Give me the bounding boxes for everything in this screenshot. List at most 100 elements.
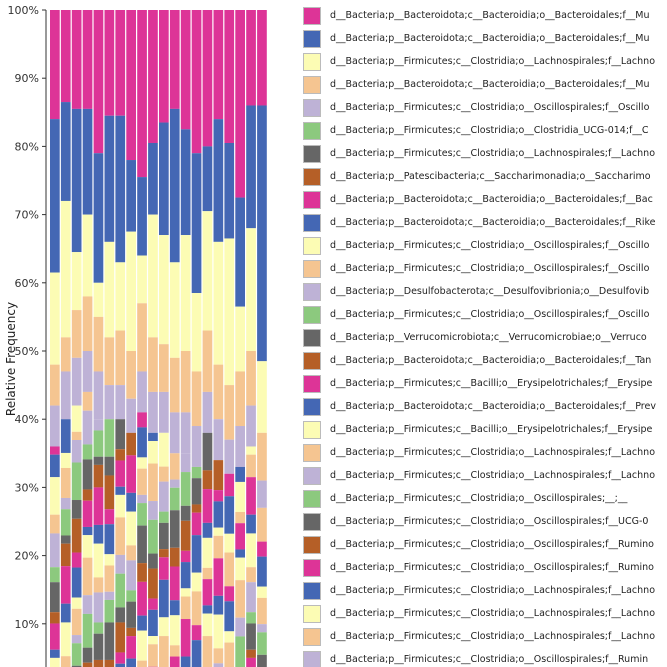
bar-segment (60, 419, 71, 453)
legend-label: d__Bacteria;p__Patescibacteria;c__Saccha… (330, 171, 651, 182)
bar-segment (224, 631, 235, 643)
legend-item: d__Bacteria;p__Firmicutes;c__Clostridia;… (303, 490, 667, 511)
bar-segment (180, 619, 191, 657)
bar-segment (246, 533, 256, 568)
bar-segment (235, 549, 245, 558)
bar-segment (148, 214, 158, 338)
legend-label: d__Bacteria;p__Firmicutes;c__Clostridia;… (330, 263, 650, 274)
bar-segment (191, 426, 202, 467)
bar-segment (50, 477, 60, 515)
bar-segment (148, 337, 158, 392)
bar-segment (50, 623, 60, 650)
legend-label: d__Bacteria;p__Bacteroidota;c__Bacteroid… (330, 33, 650, 44)
bar-segment (180, 588, 191, 597)
bar-segment (169, 357, 180, 413)
bar-segment (115, 494, 126, 518)
bar-segment (93, 577, 104, 593)
legend-item: d__Bacteria;p__Firmicutes;c__Clostridia;… (303, 605, 667, 626)
bar-segment (137, 503, 147, 526)
bar-segment (71, 567, 82, 598)
bar-segment (50, 405, 60, 447)
bar-segment (180, 562, 191, 589)
bar-segment (148, 142, 158, 215)
y-tick-label: 10% (15, 618, 39, 631)
bar-segment (202, 567, 213, 580)
legend-label: d__Bacteria;p__Desulfobacterota;c__Desul… (330, 286, 650, 297)
bar-segment (115, 607, 126, 623)
bar-segment (104, 565, 115, 592)
bar-segment (126, 231, 136, 351)
bar-segment (93, 464, 104, 488)
bar-segment (169, 510, 180, 548)
bar-segment (180, 129, 191, 236)
bar-segment (115, 622, 126, 653)
bar-segment (115, 486, 126, 495)
legend-label: d__Bacteria;p__Firmicutes;c__Bacilli;o__… (330, 424, 653, 435)
bar-segment (93, 371, 104, 420)
bar-segment (224, 142, 235, 239)
bar-segment (93, 633, 104, 660)
bar-segment (104, 622, 115, 660)
legend-swatch (303, 536, 321, 554)
bar-segment (137, 581, 147, 616)
legend-item: d__Bacteria;p__Patescibacteria;c__Saccha… (303, 168, 667, 189)
legend-swatch (303, 559, 321, 577)
bar-segment (224, 238, 235, 386)
bar-segment (191, 625, 202, 641)
legend-item: d__Bacteria;p__Bacteroidota;c__Bacteroid… (303, 352, 667, 373)
bar-segment (115, 262, 126, 331)
bar-segment (224, 552, 235, 587)
bar-segment (126, 560, 136, 591)
bar-segment (246, 228, 256, 351)
bar-segment (137, 412, 147, 428)
bar-segment (137, 615, 147, 631)
bar-segment (126, 590, 136, 602)
bar-segment (104, 554, 115, 566)
bar-segment (159, 235, 169, 345)
bar-segment (169, 10, 180, 109)
bar-segment (257, 361, 267, 433)
bar-segment (246, 567, 256, 583)
legend-label: d__Bacteria;p__Firmicutes;c__Clostridia;… (330, 148, 656, 159)
bar-segment (235, 426, 245, 467)
bar-segment (137, 525, 147, 564)
bar-segment (191, 10, 202, 154)
legend-item: d__Bacteria;p__Bacteroidota;c__Bacteroid… (303, 398, 667, 419)
bar-segment (191, 591, 202, 626)
bar-segment (82, 459, 93, 490)
bar-segment (180, 505, 191, 521)
bar-segment (180, 656, 191, 667)
legend-item: d__Bacteria;p__Firmicutes;c__Clostridia;… (303, 651, 667, 667)
bar-segment (115, 385, 126, 420)
bar-segment (213, 558, 224, 596)
y-tick-label: 90% (15, 72, 39, 85)
legend-label: d__Bacteria;p__Firmicutes;c__Clostridia;… (330, 125, 649, 136)
bar-segment (148, 553, 158, 569)
y-tick-label: 20% (15, 550, 39, 563)
legend-item: d__Bacteria;p__Firmicutes;c__Clostridia;… (303, 467, 667, 488)
bar-segment (137, 468, 147, 495)
bar-segment (246, 446, 256, 455)
bar-segment (71, 597, 82, 609)
bar-segment (60, 102, 71, 201)
bar-segment (257, 432, 267, 481)
bar-segment (235, 466, 245, 482)
bar-segment (148, 441, 158, 464)
bar-segment (191, 478, 202, 505)
bar-segment (104, 591, 115, 600)
bar-segment (71, 357, 82, 406)
legend-label: d__Bacteria;p__Bacteroidota;c__Bacteroid… (330, 10, 650, 21)
bar-segment (213, 535, 224, 559)
bar-segment (115, 449, 126, 461)
bar-segment (82, 613, 93, 648)
bar-segment (82, 296, 93, 351)
bar-segment (115, 554, 126, 574)
bar-segment (104, 524, 115, 555)
bar-segment (180, 520, 191, 551)
bar-segment (257, 541, 267, 557)
legend-item: d__Bacteria;p__Bacteroidota;c__Bacteroid… (303, 76, 667, 97)
bar-segment (82, 351, 93, 392)
bar-segment (202, 605, 213, 614)
legend-swatch (303, 444, 321, 462)
bar-segment (115, 460, 126, 487)
